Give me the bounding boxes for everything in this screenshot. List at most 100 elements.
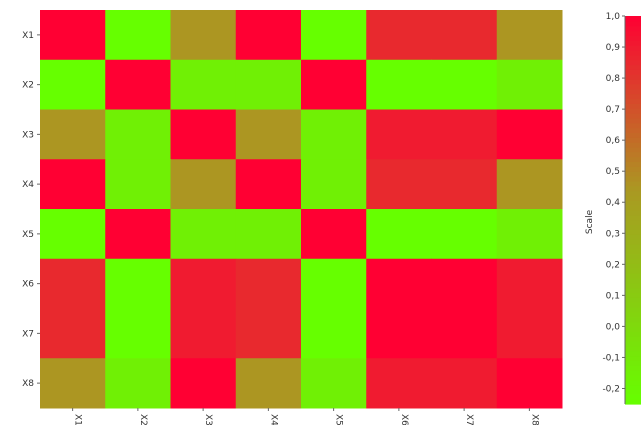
scale-gradient-segment: [625, 292, 641, 298]
scale-gradient-segment: [625, 229, 641, 235]
column-label: X3: [203, 414, 213, 425]
heatmap-cell: [366, 59, 432, 110]
column-label: X2: [138, 414, 148, 425]
scale-gradient-segment: [625, 355, 641, 361]
heatmap-cell: [40, 358, 106, 409]
scale-gradient-segment: [625, 35, 641, 41]
heatmap-cell: [170, 209, 237, 260]
scale-gradient-segment: [625, 74, 641, 80]
scale-gradient-segment: [625, 307, 641, 313]
heatmap-cell: [431, 10, 498, 61]
heatmap-cell: [235, 308, 302, 359]
row-label: X6: [22, 280, 34, 290]
scale-gradient-segment: [625, 302, 641, 308]
scale-gradient-segment: [625, 69, 641, 75]
heatmap-cell: [301, 258, 367, 309]
scale-gradient-segment: [625, 117, 641, 124]
row-labels: X1 X2 X3 X4 X5 X6 X7 X8: [22, 31, 40, 389]
scale-gradient-segment: [625, 88, 641, 95]
scale-gradient-segment: [625, 239, 641, 245]
scale-gradient-segment: [625, 331, 641, 337]
scale-gradient-segment: [625, 54, 641, 61]
scale-tick-label: 0,7: [606, 105, 620, 115]
scale-gradient-segment: [625, 360, 641, 366]
heatmap-cell: [431, 159, 498, 210]
scale-gradient-segment: [625, 326, 641, 332]
heatmap-cell: [235, 109, 302, 160]
scale-gradient-segment: [625, 30, 641, 36]
row-label: X4: [22, 180, 34, 190]
heatmap-cell: [496, 59, 563, 110]
heatmap-cell: [431, 209, 498, 260]
scale-gradient-segment: [625, 287, 641, 294]
heatmap-cell: [496, 10, 563, 61]
scale-gradient-segment: [625, 224, 641, 230]
row-label: X5: [22, 230, 34, 240]
heatmap-cell: [366, 209, 432, 260]
heatmap-cell: [235, 10, 302, 61]
scale-gradient-segment: [625, 248, 641, 255]
heatmap-cell: [40, 308, 106, 359]
heatmap-cell: [301, 109, 367, 160]
scale-tick-label: 0,4: [606, 198, 621, 208]
scale-gradient-segment: [625, 219, 641, 226]
scale-tick-label: 0,1: [606, 291, 620, 301]
heatmap-cell: [235, 358, 302, 409]
scale-gradient-segment: [625, 108, 641, 114]
scale-gradient-segment: [625, 205, 641, 211]
scale-gradient-segment: [625, 258, 641, 264]
heatmap-cell: [40, 59, 106, 110]
scale-gradient-segment: [625, 297, 641, 303]
heatmap-cell: [170, 109, 237, 160]
row-label: X3: [22, 130, 34, 140]
heatmap-cell: [431, 109, 498, 160]
scale-tick-label: -0,1: [602, 353, 620, 363]
column-label: X8: [529, 414, 539, 425]
scale-gradient-segment: [625, 79, 641, 85]
heatmap-cell: [170, 258, 237, 309]
scale-gradient-segment: [625, 345, 641, 352]
scale-tick-label: 0,9: [606, 43, 621, 53]
heatmap-cell: [170, 10, 237, 61]
heatmap-cell: [301, 159, 367, 210]
heatmap-cell: [301, 59, 367, 110]
scale-tick-label: 1,0: [606, 12, 621, 22]
scale-gradient-segment: [625, 282, 641, 289]
column-label: X4: [268, 414, 278, 425]
column-labels: X1 X2 X3 X4 X5 X6 X7 X8: [72, 408, 539, 425]
scale-gradient-segment: [625, 45, 641, 51]
scale-gradient-segment: [625, 98, 641, 104]
heatmap-cell: [301, 358, 367, 409]
scale-gradient-segment: [625, 370, 641, 376]
heatmap-cell: [431, 59, 498, 110]
heatmap-cell: [301, 209, 367, 260]
heatmap-cell: [105, 358, 171, 409]
scale-gradient-segment: [625, 321, 641, 327]
scale-gradient-segment: [625, 268, 641, 274]
column-label: X6: [399, 414, 409, 425]
scale-axis-title: Scale: [585, 209, 595, 234]
row-label: X1: [22, 31, 34, 41]
scale-gradient-segment: [625, 277, 641, 284]
heatmap-cell: [366, 109, 432, 160]
scale-gradient-segment: [625, 340, 641, 347]
heatmap-cell: [40, 209, 106, 260]
scale-gradient-segment: [625, 384, 641, 391]
heatmap-cell: [40, 159, 106, 210]
heatmap-cell: [496, 159, 563, 210]
heatmap-cell: [366, 10, 432, 61]
scale-gradient-segment: [625, 166, 641, 172]
scale-tick-label: 0,8: [606, 74, 621, 84]
heatmap-cell: [235, 59, 302, 110]
heatmap-cell: [105, 308, 171, 359]
scale-gradient-segment: [625, 253, 641, 260]
scale-gradient-segment: [625, 374, 641, 381]
scale-tick-label: 0,2: [606, 260, 620, 270]
heatmap-cell: [40, 109, 106, 160]
heatmap-cell: [366, 159, 432, 210]
heatmap-cell: [496, 358, 563, 409]
scale-gradient-segment: [625, 263, 641, 269]
scale-gradient-segment: [625, 210, 641, 216]
scale-gradient-segment: [625, 190, 641, 197]
